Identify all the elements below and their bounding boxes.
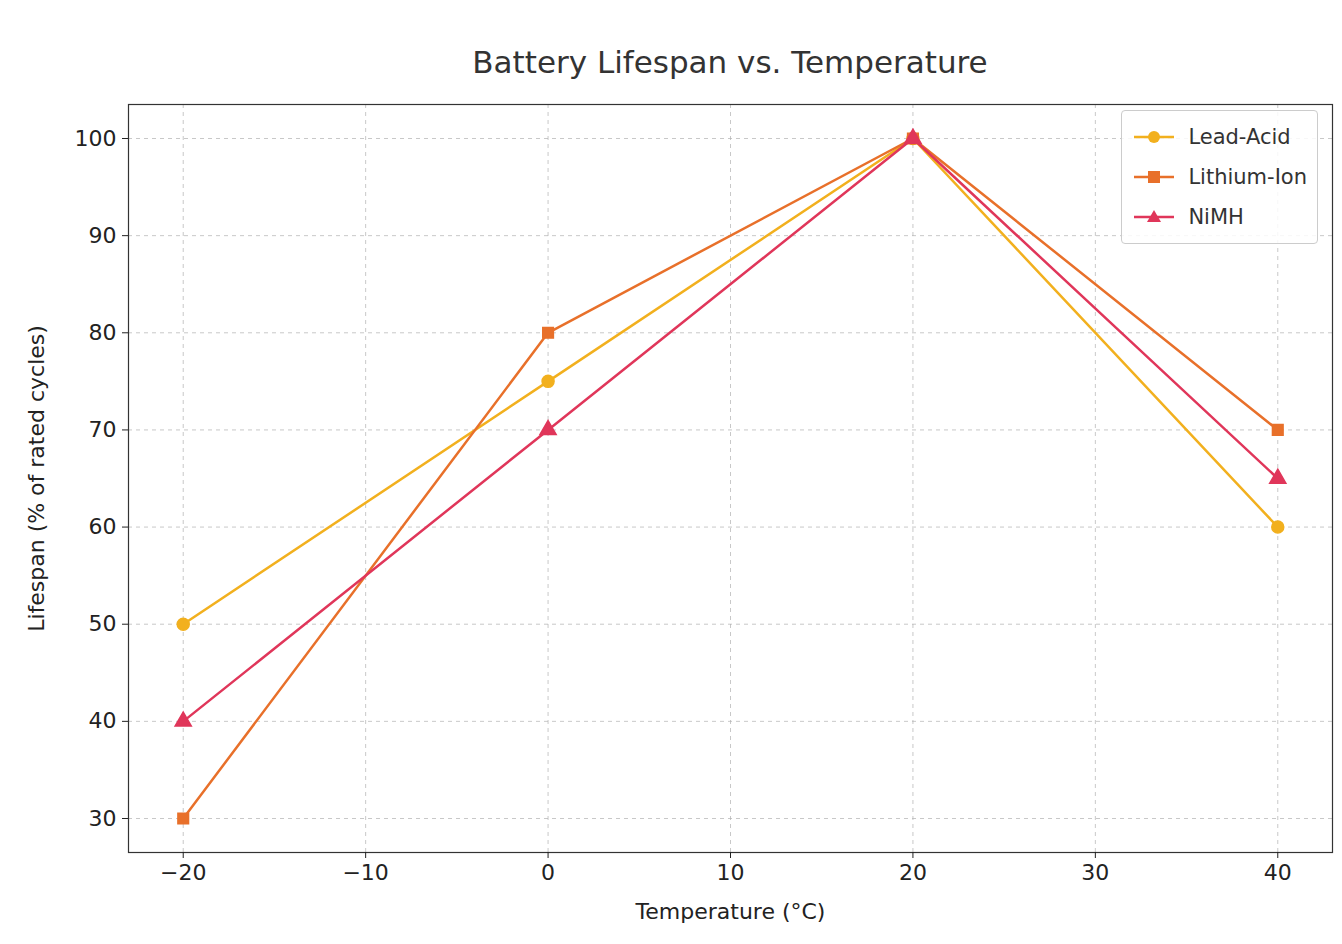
svg-text:80: 80 <box>89 320 117 345</box>
html-text:Lead-Acid: Lead-Acid <box>1188 125 1291 149</box>
svg-text:−20: −20 <box>160 860 206 885</box>
svg-text:40: 40 <box>1264 860 1292 885</box>
svg-text:70: 70 <box>89 417 117 442</box>
svg-text:0: 0 <box>541 860 555 885</box>
svg-text:40: 40 <box>89 708 117 733</box>
svg-text:30: 30 <box>1081 860 1109 885</box>
svg-text:20: 20 <box>899 860 927 885</box>
svg-text:10: 10 <box>717 860 745 885</box>
svg-text:90: 90 <box>89 223 117 248</box>
html-text:Battery Lifespan vs. Temperatu: Battery Lifespan vs. Temperature <box>472 44 988 80</box>
html-text:NiMH: NiMH <box>1188 205 1244 229</box>
svg-text:30: 30 <box>89 806 117 831</box>
svg-text:60: 60 <box>89 514 117 539</box>
svg-text:100: 100 <box>75 126 117 151</box>
svg-text:Temperature (°C): Temperature (°C) <box>635 899 826 924</box>
svg-text:Lifespan (% of rated cycles): Lifespan (% of rated cycles) <box>24 325 49 632</box>
svg-text:−10: −10 <box>342 860 388 885</box>
html-text:Lithium-Ion: Lithium-Ion <box>1188 165 1307 189</box>
svg-text:50: 50 <box>89 611 117 636</box>
